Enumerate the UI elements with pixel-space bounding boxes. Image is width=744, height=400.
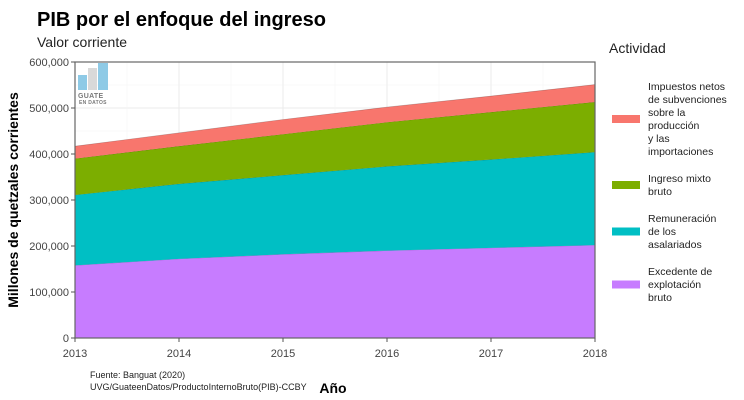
caption-line-1: Fuente: Banguat (2020) bbox=[90, 370, 185, 380]
chart-subtitle: Valor corriente bbox=[37, 34, 127, 50]
legend-label-line: de subvenciones bbox=[648, 94, 727, 106]
legend-label-line: Ingreso mixto bbox=[648, 173, 711, 185]
logo-text-line2: EN DATOS bbox=[79, 100, 107, 106]
x-axis: 2013 2014 2015 2016 2017 2018 bbox=[63, 338, 607, 360]
y-axis: 0 100,000 200,000 300,000 400,000 500,000 600,… bbox=[29, 57, 75, 345]
x-tick-label: 2018 bbox=[583, 348, 607, 360]
legend-label-line: producción bbox=[648, 120, 700, 132]
y-axis-title: Millones de quetzales corrientes bbox=[5, 92, 21, 308]
area-excedente-de-explotacion-bruto bbox=[75, 245, 595, 338]
legend-label: Impuestos netos de subvenciones sobre la pr… bbox=[648, 81, 727, 158]
y-tick-label: 0 bbox=[63, 333, 69, 345]
legend-swatch bbox=[612, 280, 640, 289]
plot-area: GUATE EN DATOS bbox=[74, 61, 596, 339]
legend-label-line: importaciones bbox=[648, 146, 713, 158]
guate-en-datos-logo: GUATE EN DATOS bbox=[78, 63, 108, 106]
area-series bbox=[74, 84, 596, 338]
logo-bar-2 bbox=[88, 68, 97, 90]
legend-label: Ingreso mixto bruto bbox=[648, 173, 711, 198]
x-tick-label: 2016 bbox=[375, 348, 399, 360]
legend-label-line: sobre la bbox=[648, 107, 686, 119]
area-impuestos-netos-de-subvenciones-sobre-la-produccion-y-las-importaciones bbox=[75, 84, 595, 159]
legend: Impuestos netos de subvenciones sobre la pr… bbox=[612, 81, 727, 304]
y-tick-label: 500,000 bbox=[29, 103, 69, 115]
chart-title: PIB por el enfoque del ingreso bbox=[37, 9, 326, 31]
area-remuneracion-de-los-asalariados bbox=[75, 152, 595, 266]
area-ingreso-mixto-bruto bbox=[75, 102, 595, 195]
legend-swatch bbox=[612, 227, 640, 236]
legend-swatch bbox=[612, 181, 640, 189]
legend-swatch bbox=[612, 115, 640, 123]
y-tick-label: 300,000 bbox=[29, 195, 69, 207]
logo-bar-1 bbox=[78, 75, 87, 90]
x-tick-label: 2017 bbox=[479, 348, 503, 360]
legend-label: Excedente de explotación bruto bbox=[648, 266, 712, 304]
legend-label-line: Excedente de bbox=[648, 266, 712, 278]
x-tick-label: 2013 bbox=[63, 348, 87, 360]
legend-label: Remuneración de los asalariados bbox=[648, 213, 716, 251]
legend-title: Actividad bbox=[609, 40, 666, 56]
logo-bar-3 bbox=[98, 63, 108, 90]
legend-label-line: bruto bbox=[648, 186, 672, 198]
y-tick-label: 100,000 bbox=[29, 287, 69, 299]
y-tick-label: 400,000 bbox=[29, 149, 69, 161]
x-axis-title: Año bbox=[319, 380, 346, 396]
legend-label-line: explotación bbox=[648, 279, 701, 291]
legend-label-line: asalariados bbox=[648, 239, 702, 251]
legend-label-line: y las bbox=[648, 133, 670, 145]
legend-label-line: Impuestos netos bbox=[648, 81, 725, 93]
x-tick-label: 2015 bbox=[271, 348, 295, 360]
x-tick-label: 2014 bbox=[167, 348, 191, 360]
legend-label-line: Remuneración bbox=[648, 213, 716, 225]
y-tick-label: 200,000 bbox=[29, 241, 69, 253]
legend-label-line: bruto bbox=[648, 292, 672, 304]
logo-text-line1: GUATE bbox=[78, 93, 104, 100]
legend-label-line: de los bbox=[648, 226, 676, 238]
area-edge-impuestos-netos-de-subvenciones-sobre-la-produccion-y-las-importaciones bbox=[74, 84, 596, 147]
y-tick-label: 600,000 bbox=[29, 57, 69, 69]
caption-line-2: UVG/GuateenDatos/ProductoInternoBruto(PI… bbox=[90, 382, 307, 392]
